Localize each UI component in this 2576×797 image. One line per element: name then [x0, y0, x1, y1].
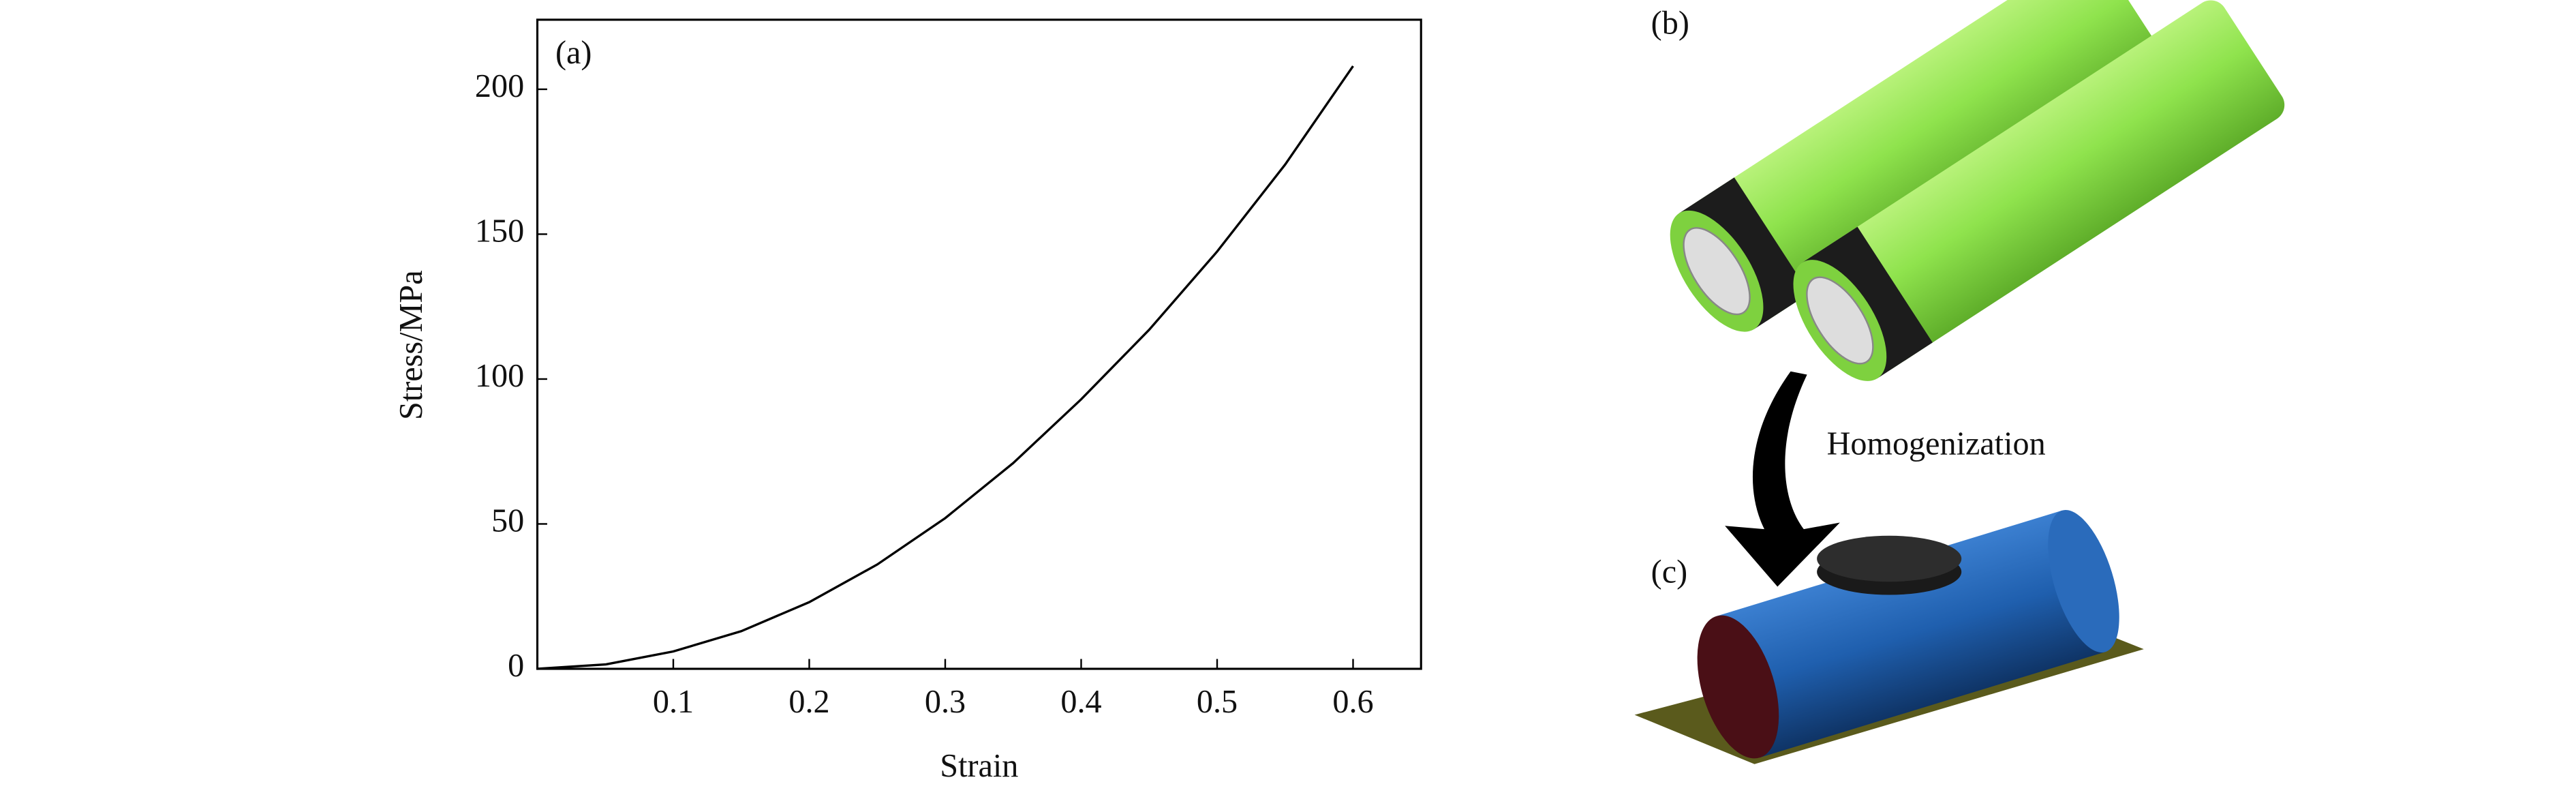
x-tick-label: 0.3 [925, 684, 966, 720]
x-tick-label: 0.1 [653, 684, 694, 720]
y-tick-label: 100 [475, 358, 524, 394]
y-tick-label: 200 [475, 68, 524, 104]
model-label: (c) [1651, 554, 1687, 590]
x-tick-label: 0.5 [1197, 684, 1238, 720]
battery-label: (b) [1651, 5, 1689, 42]
x-tick-label: 0.4 [1060, 684, 1101, 720]
panel-label: (a) [555, 35, 592, 71]
y-tick-label: 0 [508, 648, 524, 684]
model-illustration [1634, 509, 2144, 764]
battery-illustration [1670, 0, 2285, 381]
x-tick-label: 0.6 [1332, 684, 1373, 720]
x-tick-label: 0.2 [788, 684, 829, 720]
y-axis-label: Stress/MPa [393, 270, 429, 420]
y-tick-label: 150 [475, 213, 524, 250]
arrow [1725, 371, 1840, 587]
arrow-label: Homogenization [1827, 426, 2046, 462]
y-tick-label: 50 [491, 503, 524, 539]
x-axis-label: Strain [940, 748, 1018, 784]
plot-frame [536, 18, 1422, 670]
data-line [537, 65, 1354, 670]
